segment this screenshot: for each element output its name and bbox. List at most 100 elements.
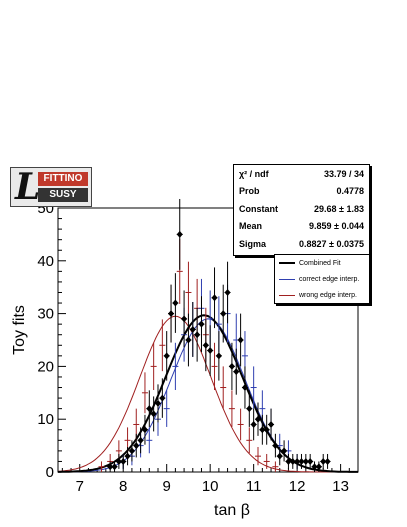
stats-label: Prob (239, 186, 260, 197)
data-point (202, 341, 209, 349)
data-point (224, 288, 231, 296)
data-point (198, 320, 205, 328)
y-tick-label: 0 (46, 464, 54, 481)
data-point (298, 457, 305, 465)
stats-value: 33.79 / 34 (323, 168, 364, 179)
fit-curve-2 (57, 315, 358, 473)
data-point (207, 347, 214, 355)
data-point (115, 457, 122, 465)
legend-label: correct edge interp. (299, 275, 360, 283)
legend-label: Combined Fit (299, 259, 341, 267)
stats-label: χ² / ndf (239, 168, 269, 179)
x-tick-label: 13 (332, 478, 349, 495)
legend-item-correct: correct edge interp. (275, 271, 369, 287)
data-point (281, 447, 288, 455)
data-point (111, 463, 118, 471)
stats-row: Mean 9.859 ± 0.044 (234, 218, 369, 236)
y-tick-label: 30 (37, 306, 54, 323)
y-tick-label: 20 (37, 358, 54, 375)
stats-label: Sigma (239, 238, 267, 249)
data-point (194, 331, 201, 339)
data-point (150, 410, 157, 418)
stats-value: 0.8827 ± 0.0375 (299, 238, 364, 249)
x-tick-label: 10 (202, 478, 219, 495)
data-point (146, 405, 153, 413)
legend-item-combined: Combined Fit (275, 255, 369, 271)
data-point (285, 457, 292, 465)
fit-curve-1 (57, 318, 359, 473)
stats-row: Prob 0.4778 (234, 183, 369, 201)
data-point (241, 384, 248, 392)
x-axis-label: tan β (214, 502, 250, 519)
data-point (320, 457, 327, 465)
y-tick-label: 40 (37, 253, 54, 270)
data-point (220, 310, 227, 318)
data-point (168, 310, 175, 318)
stats-value: 29.68 ± 1.83 (314, 203, 364, 214)
data-point (155, 399, 161, 407)
logo-bottom-text: SUSY (38, 188, 88, 202)
plot-frame (57, 207, 359, 473)
data-point (120, 457, 127, 465)
data-point (302, 457, 309, 465)
data-point (163, 352, 170, 360)
fit-curve-0 (58, 314, 358, 473)
data-point (324, 457, 331, 465)
stats-value: 9.859 ± 0.044 (309, 221, 364, 232)
y-tick-label: 10 (37, 411, 54, 428)
data-point (128, 447, 135, 455)
stats-label: Constant (239, 203, 278, 214)
data-point (107, 463, 114, 471)
legend-swatch (279, 294, 295, 296)
data-point (315, 463, 322, 471)
data-point (276, 452, 283, 460)
data-point (268, 420, 275, 428)
data-point (141, 426, 148, 434)
data-point (237, 336, 244, 344)
stats-row: Sigma 0.8827 ± 0.0375 (234, 235, 369, 253)
data-point (185, 336, 192, 344)
stats-label: Mean (239, 221, 263, 232)
data-point (176, 230, 183, 238)
data-point (259, 426, 266, 434)
data-point (246, 405, 253, 413)
chart-legend: Combined Fit correct edge interp. wrong … (274, 254, 370, 304)
data-point (137, 436, 144, 444)
data-point (211, 294, 218, 302)
legend-label: wrong edge interp. (299, 291, 357, 299)
logo-top-text: FITTINO (38, 172, 88, 186)
stats-row: χ² / ndf 33.79 / 34 (234, 165, 369, 183)
x-tick-label: 9 (163, 478, 171, 495)
data-point (250, 420, 257, 428)
data-point (272, 442, 279, 450)
fit-statistics-box: χ² / ndf 33.79 / 34 Prob 0.4778 Constant 29… (233, 164, 370, 256)
x-tick-label: 12 (289, 478, 306, 495)
legend-swatch (279, 262, 295, 264)
legend-item-wrong: wrong edge interp. (275, 287, 369, 303)
data-point (255, 415, 261, 423)
y-axis-label: Toy fits (11, 305, 28, 355)
fittino-susy-logo: L FITTINO SUSY (10, 166, 92, 208)
data-point (172, 299, 179, 307)
x-tick-label: 11 (246, 478, 262, 495)
data-point (233, 368, 240, 376)
data-point (228, 362, 235, 370)
data-point (159, 394, 166, 402)
stats-value: 0.4778 (336, 186, 364, 197)
data-point (311, 463, 318, 471)
data-point (263, 426, 270, 434)
data-point (307, 457, 314, 465)
data-point (181, 315, 188, 323)
data-point (133, 442, 140, 450)
data-point (215, 352, 222, 360)
data-point (124, 452, 131, 460)
data-point (289, 457, 296, 465)
logo-l-mark: L (15, 166, 41, 208)
stats-row: Constant 29.68 ± 1.83 (234, 200, 369, 218)
legend-swatch (279, 278, 295, 280)
data-point (294, 457, 301, 465)
x-tick-label: 7 (76, 478, 84, 495)
x-tick-label: 8 (119, 478, 127, 495)
data-point (189, 325, 196, 333)
